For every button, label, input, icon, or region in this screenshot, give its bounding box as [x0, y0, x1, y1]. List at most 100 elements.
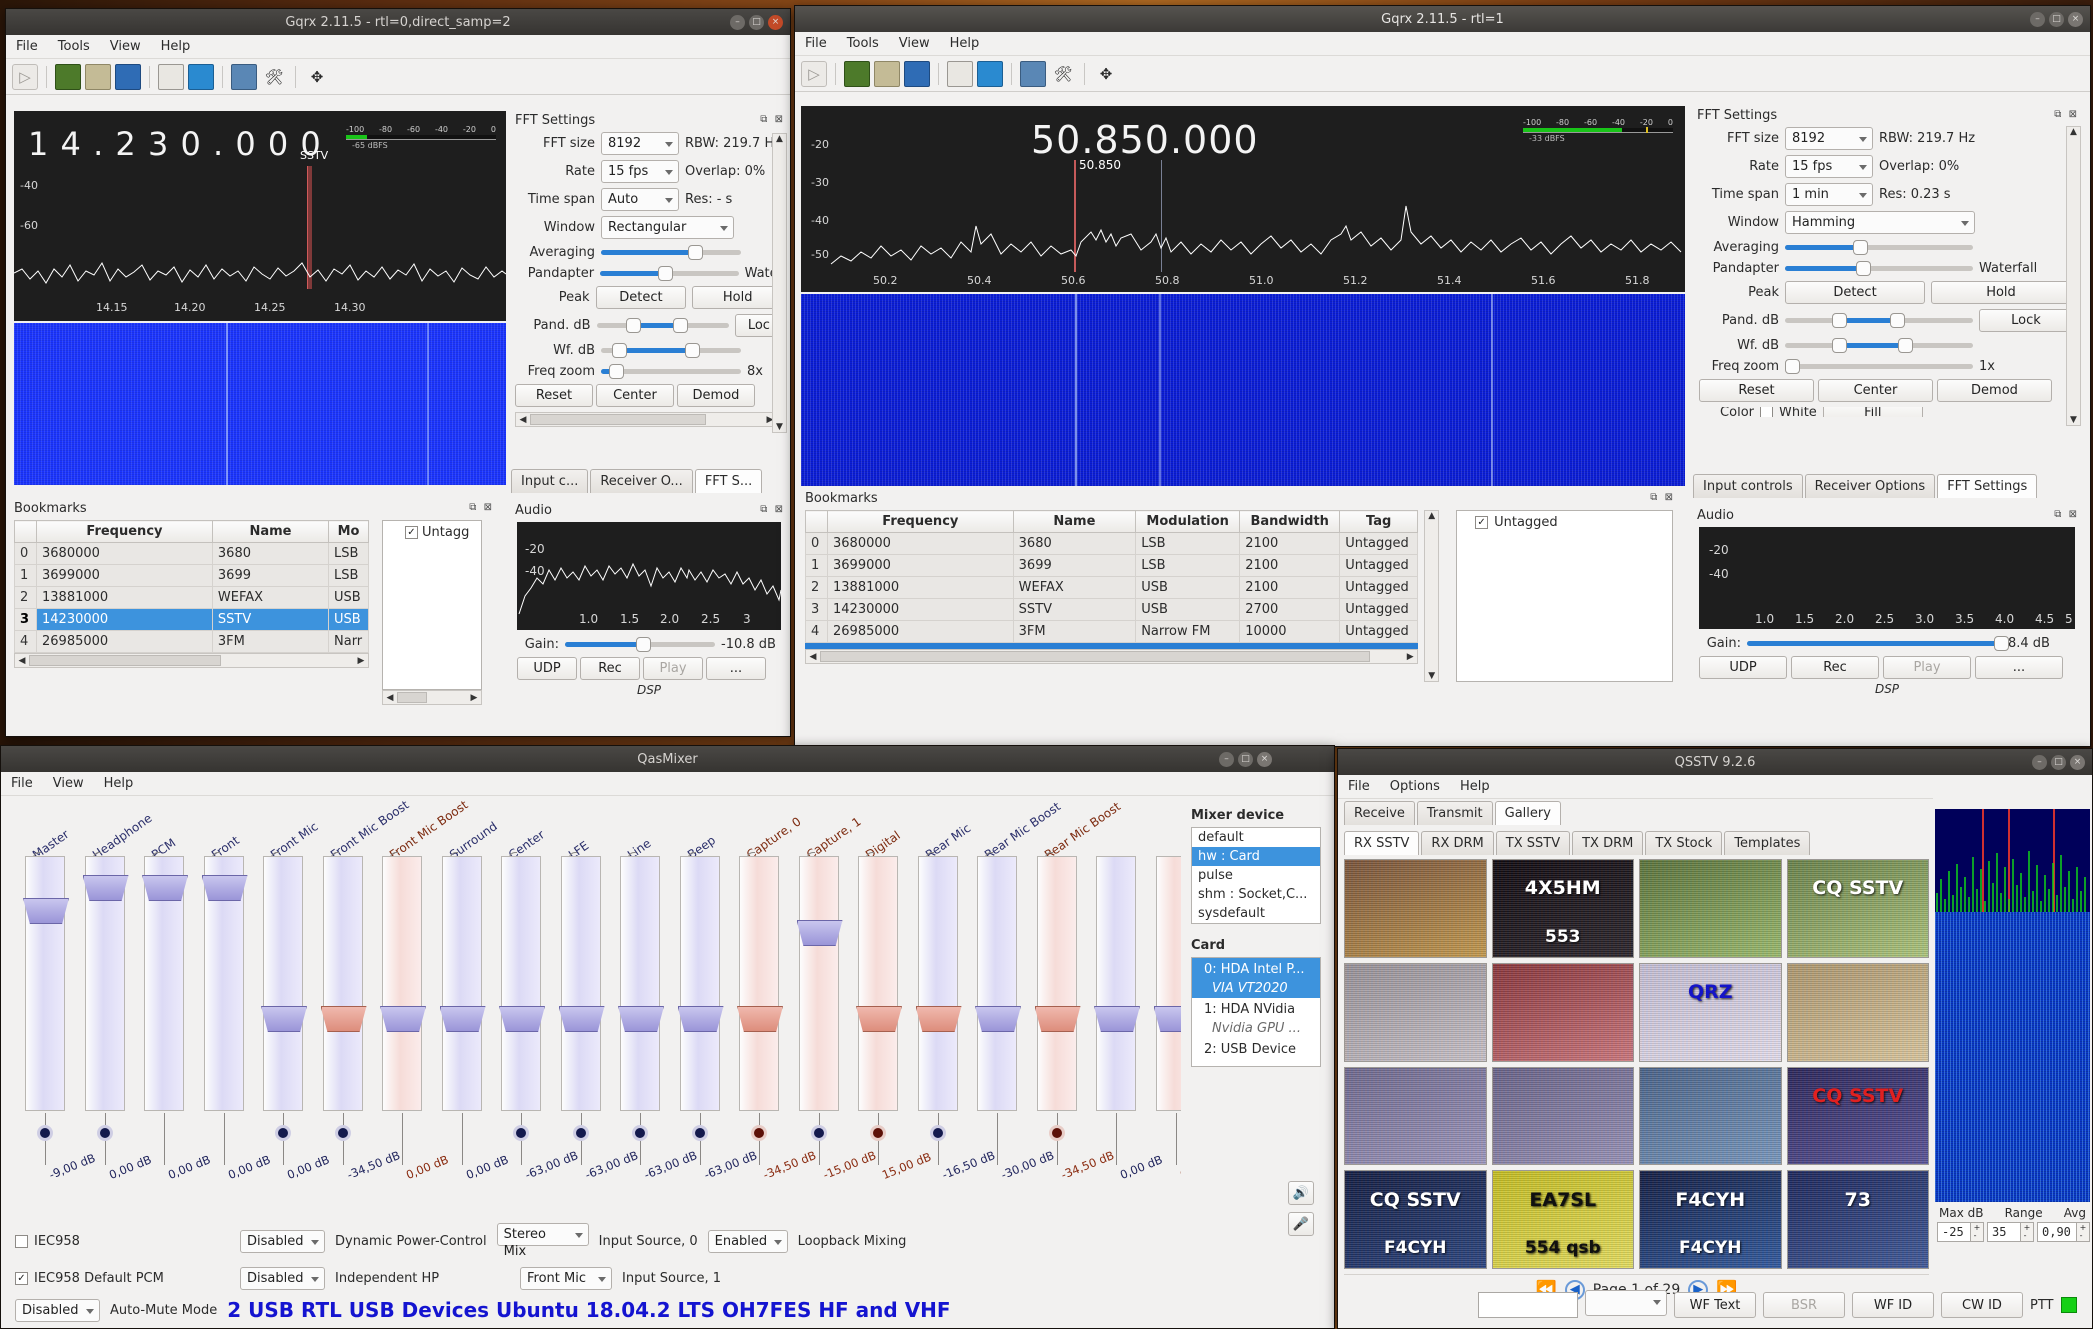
cell-bandwidth[interactable]: 2100	[1239, 576, 1341, 599]
gallery-thumbnail[interactable]: F4CYH F4CYH	[1639, 1170, 1782, 1269]
gallery-thumbnail[interactable]: 73	[1786, 1170, 1929, 1269]
microphone-icon[interactable]: 🎤	[1288, 1212, 1314, 1236]
max-db-spinner[interactable]: + -	[1971, 1222, 1984, 1242]
averaging-slider[interactable]	[601, 244, 741, 260]
cell-modulation[interactable]: USB	[1135, 576, 1241, 599]
qasmixer-side-buttons[interactable]: 🔊 🎤	[1288, 1181, 1314, 1236]
cell-name[interactable]: 3699	[1012, 554, 1137, 577]
mixer-slider[interactable]	[618, 856, 664, 1111]
maximize-icon[interactable]: □	[1238, 751, 1253, 767]
dock-buttons[interactable]: ⧉ ⊠	[1650, 492, 1675, 503]
list-item[interactable]: default	[1198, 830, 1244, 845]
close-icon[interactable]: ×	[768, 14, 783, 30]
cell-tag[interactable]: Untagged	[1339, 620, 1419, 643]
tab-gallery[interactable]: Gallery	[1494, 801, 1561, 825]
save-icon[interactable]	[904, 60, 930, 87]
gallery-thumbnail[interactable]: 4X5HM 553	[1491, 859, 1634, 958]
col-frequency[interactable]: Frequency	[827, 510, 1014, 533]
tab-input-controls[interactable]: Input controls	[1693, 474, 1803, 498]
cell-modulation[interactable]: LSB	[1135, 554, 1241, 577]
list-item[interactable]: 1: HDA NVidia Nvidia GPU ...	[1192, 998, 1320, 1038]
hardware-icon[interactable]	[55, 63, 81, 90]
mixer-slider-handle[interactable]	[1094, 1006, 1140, 1032]
cell-frequency[interactable]: 3699000	[827, 554, 1014, 577]
cw-id-button[interactable]: CW ID	[1941, 1292, 2023, 1318]
cell-name[interactable]: WEFAX	[211, 586, 330, 609]
gqrx1-spectrum[interactable]: 1 4 . 2 3 0 . 0 0 0 -100 -80 -60 -40 -20…	[14, 111, 506, 321]
timespan-combo[interactable]: 1 min	[1785, 183, 1873, 206]
gqrx2-bookmarks[interactable]: Bookmarks ⧉ ⊠ Frequency Name Modulation …	[799, 489, 1679, 709]
tag-filter-list[interactable]: ✓ Untagg	[382, 520, 482, 690]
pandapter-slider[interactable]	[1785, 260, 1973, 276]
menu-view[interactable]: View	[109, 39, 141, 54]
mixer-channel-area[interactable]: Master -9,00 dB Headphone 0,00 dB PCM 0,00 dB…	[1, 798, 1181, 1218]
mixer-slider-handle[interactable]	[320, 1006, 367, 1032]
peak-hold-button[interactable]: Hold	[692, 286, 784, 309]
fft-vscrollbar[interactable]: ▲ ▼	[2066, 126, 2081, 426]
tab-receiver-options[interactable]: Receiver O...	[590, 469, 693, 493]
cell-frequency[interactable]: 3680000	[36, 542, 213, 565]
mixer-slider[interactable]	[856, 856, 902, 1111]
dock-buttons[interactable]: ⧉ ⊠	[760, 504, 785, 515]
col-name[interactable]: Name	[1012, 510, 1137, 533]
window-combo[interactable]: Hamming	[1785, 211, 1975, 234]
demod-button[interactable]: Demod	[1937, 379, 2052, 402]
cell-bandwidth[interactable]: 2700	[1239, 598, 1341, 621]
list-item[interactable]: hw : Card	[1192, 847, 1320, 866]
qasmixer-window-buttons[interactable]: – □ ×	[1219, 751, 1272, 767]
peak-detect-button[interactable]: Detect	[1785, 281, 1925, 304]
range-spinner[interactable]: + -	[2021, 1222, 2034, 1242]
mixer-slider[interactable]	[82, 856, 129, 1111]
cell-bandwidth[interactable]: 2100	[1239, 554, 1341, 577]
lock-button[interactable]: Loc	[734, 314, 783, 337]
play-icon[interactable]: ▷	[12, 63, 38, 90]
bookmark-icon[interactable]	[158, 63, 184, 90]
cell-tag[interactable]: Untagged	[1339, 532, 1419, 555]
mixer-mute-dot[interactable]	[513, 1125, 529, 1141]
play-button[interactable]: Play	[1883, 656, 1971, 679]
tag-filter-list[interactable]: ✓ Untagged	[1456, 510, 1673, 682]
bookmarks-hscrollbar[interactable]: ◀ ▶	[805, 649, 1419, 664]
menu-view[interactable]: View	[52, 776, 84, 791]
gallery-thumbnail[interactable]: CQ SSTV	[1786, 1066, 1929, 1166]
qsstv-main-tabs[interactable]: Receive Transmit Gallery	[1344, 801, 1561, 825]
cell-modulation[interactable]: LSB	[328, 542, 369, 565]
gqrx2-menubar[interactable]: File Tools View Help	[795, 32, 2090, 56]
tag-item-untagged[interactable]: ✓ Untagg	[383, 523, 481, 542]
hardware-icon[interactable]	[844, 60, 870, 87]
cell-name[interactable]: 3699	[211, 564, 330, 587]
iec958-checkbox[interactable]: IEC958	[15, 1234, 230, 1249]
rec-button[interactable]: Rec	[580, 657, 640, 680]
cell-frequency[interactable]: 13881000	[827, 576, 1014, 599]
move-icon[interactable]: ✥	[1099, 64, 1113, 83]
mixer-slider-handle[interactable]	[439, 1006, 486, 1032]
gqrx1-fft-settings[interactable]: FFT Settings ⧉ ⊠ FFT size 8192 RBW: 219.…	[509, 111, 789, 466]
list-item[interactable]: sysdefault	[1198, 906, 1265, 921]
max-db-field[interactable]: -25	[1937, 1222, 1971, 1242]
checkbox-icon[interactable]: ✓	[1475, 516, 1489, 529]
center-button[interactable]: Center	[596, 384, 674, 407]
mixer-slider[interactable]	[1153, 856, 1181, 1111]
ihp-combo[interactable]: Disabled	[240, 1267, 325, 1290]
callsign-input[interactable]	[1478, 1292, 1578, 1318]
gallery-thumbnail[interactable]	[1491, 962, 1634, 1062]
menu-options[interactable]: Options	[1389, 779, 1440, 794]
bookmark-icon[interactable]	[947, 60, 973, 87]
fill-button[interactable]: Fill	[1822, 407, 1923, 417]
mixer-slider[interactable]	[23, 856, 69, 1111]
rec-button[interactable]: Rec	[1791, 656, 1879, 679]
gqrx2-titlebar[interactable]: Gqrx 2.11.5 - rtl=1 – □ ×	[795, 6, 2090, 32]
mixer-slider[interactable]	[439, 856, 486, 1111]
gqrx1-bookmarks[interactable]: Bookmarks ⧉ ⊠ Frequency Name Mo 0 368000…	[8, 499, 498, 719]
checkbox-icon[interactable]: ✓	[405, 526, 418, 539]
gqrx1-frequency-display[interactable]: 1 4 . 2 3 0 . 0 0 0	[28, 125, 322, 163]
gallery-thumbnail[interactable]: CQ SSTV F4CYH	[1344, 1170, 1487, 1269]
gqrx1-waterfall[interactable]	[14, 323, 506, 485]
play-button[interactable]: Play	[643, 657, 703, 680]
maximize-icon[interactable]: □	[749, 14, 764, 30]
rate-combo[interactable]: 15 fps	[601, 160, 679, 183]
cell-tag[interactable]: Untagged	[1339, 576, 1419, 599]
mixer-slider[interactable]	[142, 856, 188, 1111]
mixer-slider[interactable]	[201, 856, 248, 1111]
mixer-slider[interactable]	[796, 856, 843, 1111]
